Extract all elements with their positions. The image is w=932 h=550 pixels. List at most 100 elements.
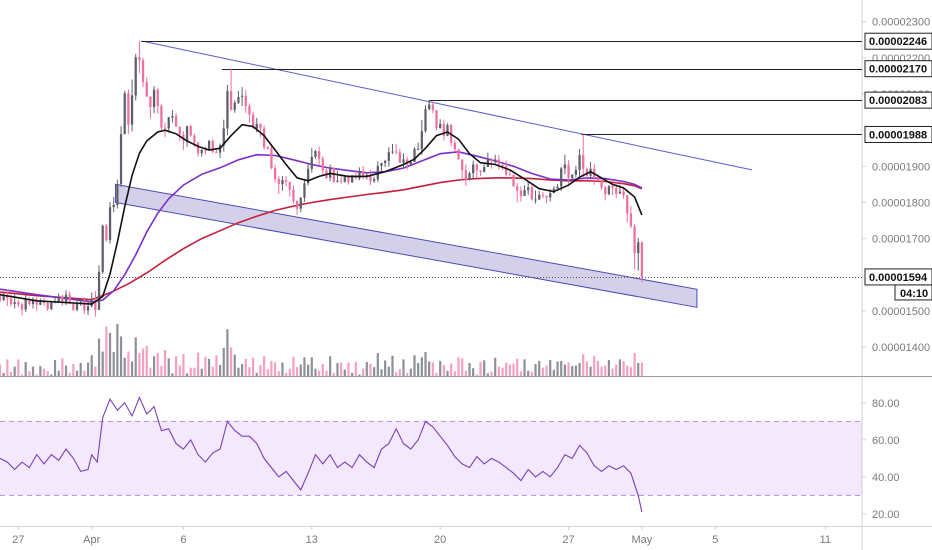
candle-body [182,134,185,141]
candle-body [72,303,75,310]
candle-body [108,207,112,241]
volume-bar [615,364,618,376]
candle-body [35,299,38,305]
volume-bar [134,337,137,376]
volume-bar [189,367,192,376]
candle-body [141,60,145,83]
volume-bar [204,356,207,376]
volume-bar [259,365,262,376]
candle-body [24,299,27,310]
volume-bar [237,367,240,376]
price-level-box [864,60,932,78]
volume-bar [72,364,75,376]
candle-body [273,168,277,179]
candle-body [178,126,181,135]
candle-body [138,57,141,61]
volume-bar [310,357,313,376]
candle-body [229,91,233,110]
candle-body [604,187,607,195]
volume-bar [365,361,368,376]
volume-bar [622,360,625,376]
volume-bar [637,363,640,376]
candle-body [75,304,79,310]
candle-body [90,298,93,307]
candle-body [17,302,20,305]
volume-bar [391,355,394,376]
volume-bar [607,359,611,376]
volume-bar [46,371,49,376]
candle-body [9,298,13,305]
volume-bar [215,355,218,376]
volume-bar [83,370,86,376]
volume-bar [596,360,599,376]
candle-body [560,168,563,187]
volume-bar [497,366,500,376]
volume-bar [185,373,189,376]
volume-bar [593,355,596,376]
candle-body [626,195,629,214]
candle-body [538,194,541,200]
candle-body [6,296,9,299]
candle-body [464,170,467,181]
candle-body [163,127,167,129]
volume-bar [538,360,541,376]
volume-bar [226,329,229,376]
volume-bar [523,359,526,376]
candle-body [369,174,372,182]
price-level-label: 0.00002246 [869,36,927,48]
volume-bar [119,336,123,376]
candle-body [233,102,236,110]
volume-bar [446,370,449,376]
volume-bar [229,347,233,376]
candle-body [251,114,255,129]
candle-body [237,96,240,103]
volume-bar [281,362,284,376]
volume-bar [94,366,97,376]
volume-bar [468,363,471,376]
candle-body [339,180,343,182]
candle-body [516,186,519,191]
candle-body [259,124,262,129]
volume-bar [240,364,244,376]
candle-body [123,93,126,135]
volume-bar [303,357,306,376]
volume-bar [130,361,134,376]
volume-bar [431,362,434,376]
volume-bar [20,374,24,376]
candle-body [475,164,478,171]
volume-bar [479,361,482,376]
candle-body [20,304,24,310]
volume-bar [0,364,2,376]
volume-bar [424,352,427,376]
volume-bar [633,353,636,376]
candle-body [637,242,640,254]
volume-bar [567,362,570,376]
volume-bar [519,371,522,376]
candle-body [376,165,379,180]
volume-bar [75,370,79,376]
candle-body [556,186,559,189]
volume-bar [347,362,350,376]
volume-bar [486,373,489,376]
candle-body [2,296,5,301]
candle-body [284,180,288,182]
countdown-box [894,284,932,301]
volume-bar [116,324,119,376]
volume-bar [101,351,104,376]
candle-body [373,179,376,182]
candle-body [428,104,431,110]
volume-bar [351,372,354,376]
volume-bar [501,367,504,376]
candle-body [527,187,530,191]
volume-bar [218,365,222,376]
rsi-tick-label: 60.00 [872,435,900,447]
candle-body [288,181,291,190]
volume-bar [464,370,467,376]
volume-bar [640,362,644,376]
candle-body [61,296,64,303]
candle-body [409,161,412,165]
candle-body [391,151,394,153]
candle-body [618,191,622,194]
volume-bar [112,352,115,376]
